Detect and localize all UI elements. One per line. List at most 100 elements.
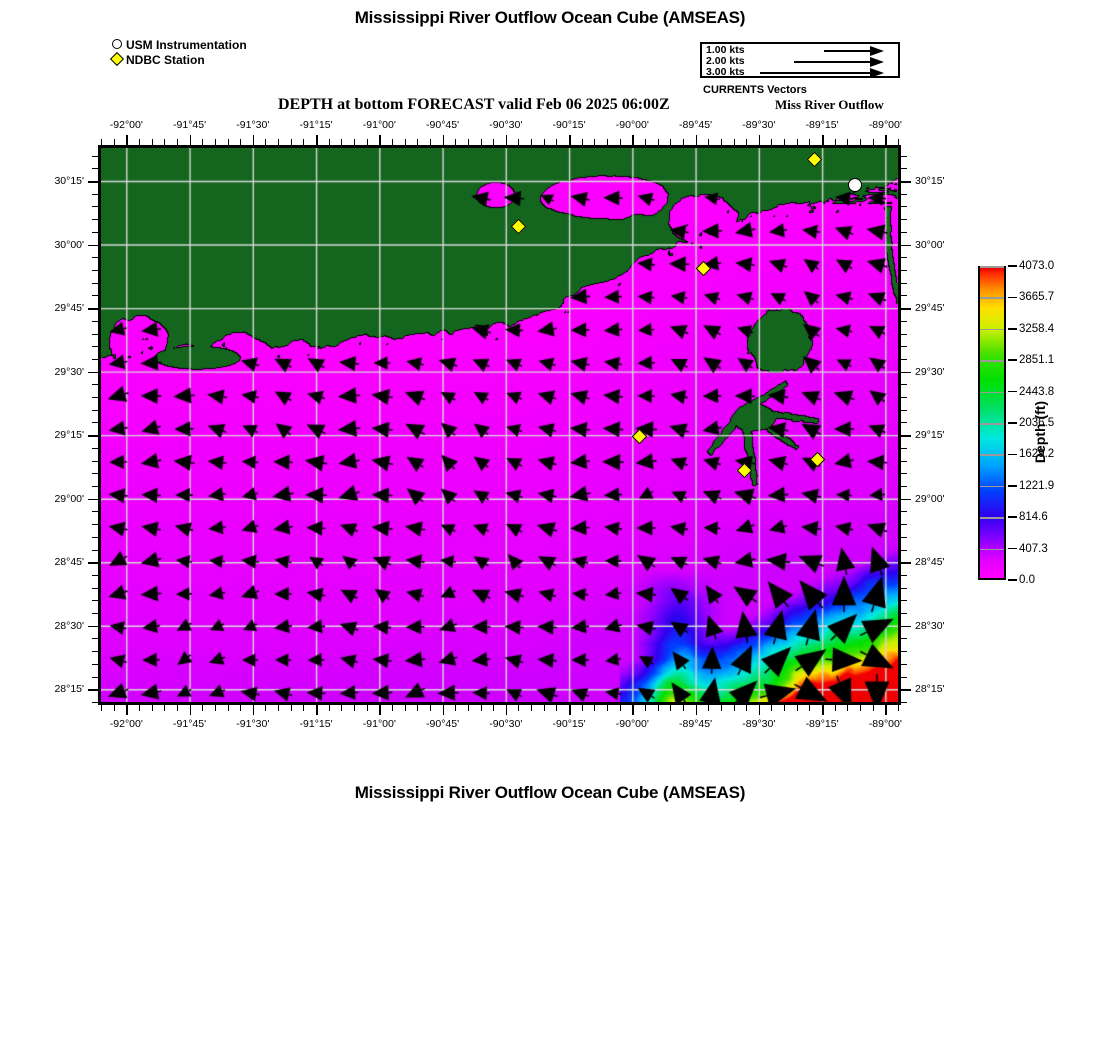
axis-tick-label: -91°30' (236, 718, 270, 730)
axis-tick (581, 139, 583, 145)
axis-tick (88, 498, 98, 501)
axis-tick (758, 135, 761, 145)
axis-tick (341, 139, 343, 145)
axis-tick (822, 705, 824, 715)
axis-tick (657, 705, 659, 711)
axis-tick-label: -90°30' (489, 718, 523, 730)
axis-tick (901, 435, 911, 437)
axis-tick (901, 524, 907, 526)
axis-tick (708, 705, 710, 711)
colorbar-tick-label: 3665.7 (1019, 291, 1055, 304)
axis-tick (92, 257, 98, 259)
axis-tick-label: 30°00' (915, 238, 945, 251)
axis-tick (872, 139, 874, 145)
axis-tick (417, 139, 419, 145)
axis-tick (901, 155, 907, 157)
axis-tick-label: 29°15' (54, 429, 84, 442)
axis-tick-label: -90°00' (615, 119, 649, 131)
ndbc-station-marker[interactable] (510, 218, 527, 235)
axis-tick-label: 29°15' (915, 429, 945, 442)
axis-tick (455, 139, 457, 145)
axis-tick-label: 30°15' (915, 175, 945, 188)
symbol-legend: USM Instrumentation NDBC Station (109, 38, 247, 68)
axis-tick-label: -89°30' (742, 119, 776, 131)
axis-tick (901, 549, 907, 551)
axis-tick (164, 139, 166, 145)
axis-tick (391, 705, 393, 711)
colorbar-tick-label: 1629.2 (1019, 448, 1055, 461)
axis-tick (901, 257, 907, 259)
axis-tick (556, 705, 558, 711)
axis-tick (126, 135, 128, 145)
axis-tick (92, 638, 98, 640)
axis-tick (92, 333, 98, 335)
axis-tick-label: -91°00' (362, 119, 396, 131)
axis-tick (404, 139, 406, 145)
axis-tick-label: -90°15' (552, 119, 586, 131)
colorbar-band-separator (980, 517, 1004, 519)
axis-tick (442, 705, 445, 715)
axis-tick (467, 139, 469, 145)
axis-tick (619, 139, 621, 145)
axis-tick (720, 139, 722, 145)
vector-legend-row: 2.00 kts (702, 56, 898, 67)
axis-tick (809, 705, 811, 711)
axis-tick (455, 705, 457, 711)
axis-tick (366, 139, 368, 145)
axis-tick (901, 295, 907, 297)
vector-legend-label: 1.00 kts (706, 44, 745, 56)
axis-tick (290, 139, 292, 145)
axis-tick (901, 206, 907, 208)
axis-tick (809, 139, 811, 145)
axis-tick (901, 689, 911, 691)
axis-tick (898, 705, 899, 711)
axis-tick (379, 135, 381, 145)
ndbc-station-marker[interactable] (632, 428, 648, 445)
axis-tick (901, 536, 907, 538)
colorbar-band-separator (980, 328, 1004, 331)
ndbc-station-marker[interactable] (809, 451, 825, 468)
axis-tick (92, 397, 98, 399)
axis-tick-label: 30°00' (54, 238, 84, 251)
axis-tick (316, 135, 318, 145)
axis-tick (101, 705, 102, 711)
map-plot-area[interactable] (98, 145, 901, 705)
axis-tick (88, 689, 98, 691)
vector-arrow-shaft-icon (760, 72, 870, 74)
axis-tick (901, 269, 907, 271)
axis-tick (92, 549, 98, 551)
axis-tick (901, 447, 907, 449)
axis-tick-label: -92°00' (109, 119, 143, 131)
axis-tick (92, 358, 98, 360)
axis-tick (366, 705, 368, 711)
axis-tick (240, 139, 242, 145)
axis-tick (429, 139, 431, 145)
axis-tick (901, 282, 907, 284)
colorbar-band-separator (980, 548, 1004, 551)
axis-tick (429, 705, 431, 711)
axis-tick-label: 29°30' (54, 365, 84, 378)
axis-tick (543, 705, 545, 711)
colorbar-band-separator (980, 297, 1004, 299)
axis-tick (189, 135, 192, 145)
colorbar-band-separator (980, 454, 1004, 456)
axis-tick (518, 705, 520, 711)
axis-tick (901, 511, 907, 513)
colorbar-band-separator (980, 485, 1004, 488)
colorbar-tick-label: 2443.8 (1019, 385, 1055, 398)
axis-tick-label: -89°00' (868, 119, 902, 131)
ndbc-station-marker[interactable] (695, 260, 711, 277)
axis-tick (303, 139, 305, 145)
colorbar-band-separator (980, 266, 1004, 268)
ndbc-station-marker[interactable] (737, 462, 753, 479)
axis-tick (341, 705, 343, 711)
axis-tick (771, 705, 773, 711)
ndbc-station-marker[interactable] (806, 151, 823, 168)
axis-tick (92, 295, 98, 297)
footer-title: Mississippi River Outflow Ocean Cube (AM… (354, 783, 746, 802)
legend-label-usm: USM Instrumentation (126, 38, 247, 52)
vector-arrow-shaft-icon (824, 50, 870, 52)
usm-instrumentation-marker[interactable] (847, 177, 862, 192)
axis-tick (644, 705, 646, 711)
axis-tick (607, 139, 609, 145)
